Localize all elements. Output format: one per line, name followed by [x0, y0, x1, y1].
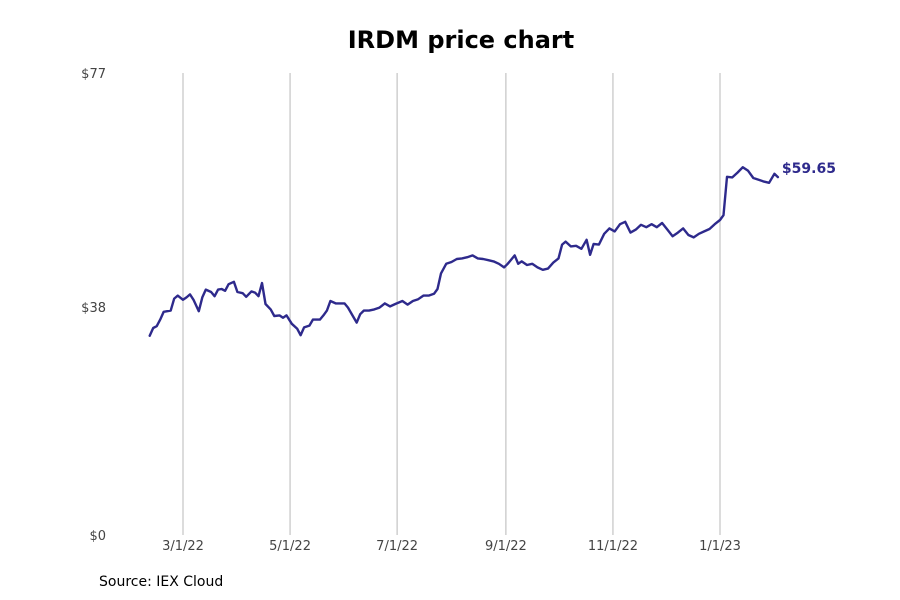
x-tick-label: 3/1/22: [162, 539, 204, 554]
x-tick-label: 7/1/22: [376, 539, 418, 554]
source-note: Source: IEX Cloud: [99, 574, 224, 590]
x-axis-ticks: 3/1/22 5/1/22 7/1/22 9/1/22 11/1/22 1/1/23: [162, 539, 741, 554]
y-axis-ticks: $0 $38 $77: [81, 67, 106, 544]
x-tick-label: 5/1/22: [269, 539, 311, 554]
price-line: [148, 166, 780, 337]
price-series: [148, 166, 780, 337]
x-gridlines: [182, 73, 721, 535]
y-tick-label: $0: [89, 529, 106, 544]
end-value-label-group: $59.65: [782, 161, 836, 177]
x-tick-label: 1/1/23: [699, 539, 741, 554]
y-tick-label: $77: [81, 67, 106, 82]
y-tick-label: $38: [81, 301, 106, 316]
x-tick-label: 11/1/22: [588, 539, 638, 554]
x-tick-label: 9/1/22: [485, 539, 527, 554]
chart-title: IRDM price chart: [347, 26, 575, 54]
end-value-label: $59.65: [782, 161, 836, 177]
